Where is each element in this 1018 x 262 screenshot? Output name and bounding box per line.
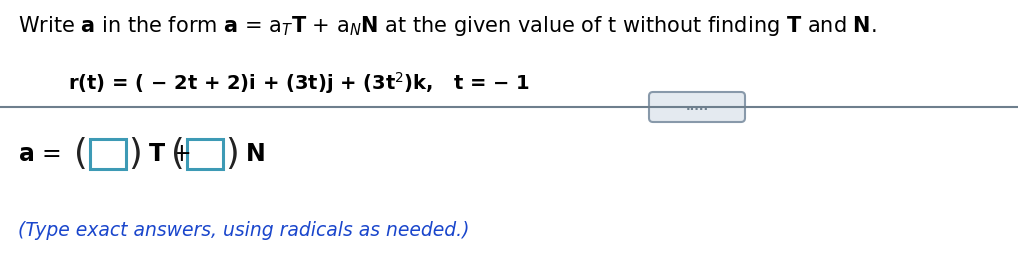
Text: $\mathbf{a}$ =: $\mathbf{a}$ = [18, 142, 61, 166]
Text: Write $\mathbf{a}$ in the form $\mathbf{a}$ = a$_T$$\mathbf{T}$ + a$_N$$\mathbf{: Write $\mathbf{a}$ in the form $\mathbf{… [18, 14, 876, 38]
Text: .....: ..... [685, 101, 709, 113]
Text: ): ) [128, 137, 142, 171]
Text: ): ) [225, 137, 239, 171]
FancyBboxPatch shape [187, 139, 223, 169]
Text: (: ( [171, 137, 185, 171]
FancyBboxPatch shape [649, 92, 745, 122]
Text: $\mathbf{r}$(t) = ( − 2t + 2)$\mathbf{i}$ + (3t)$\mathbf{j}$ + (3t$^2$)$\mathbf{: $\mathbf{r}$(t) = ( − 2t + 2)$\mathbf{i}… [68, 70, 530, 96]
Text: $\mathbf{N}$: $\mathbf{N}$ [245, 142, 265, 166]
FancyBboxPatch shape [90, 139, 126, 169]
Text: (: ( [74, 137, 88, 171]
Text: (Type exact answers, using radicals as needed.): (Type exact answers, using radicals as n… [18, 221, 469, 240]
Text: $\mathbf{T}$ +: $\mathbf{T}$ + [148, 142, 190, 166]
